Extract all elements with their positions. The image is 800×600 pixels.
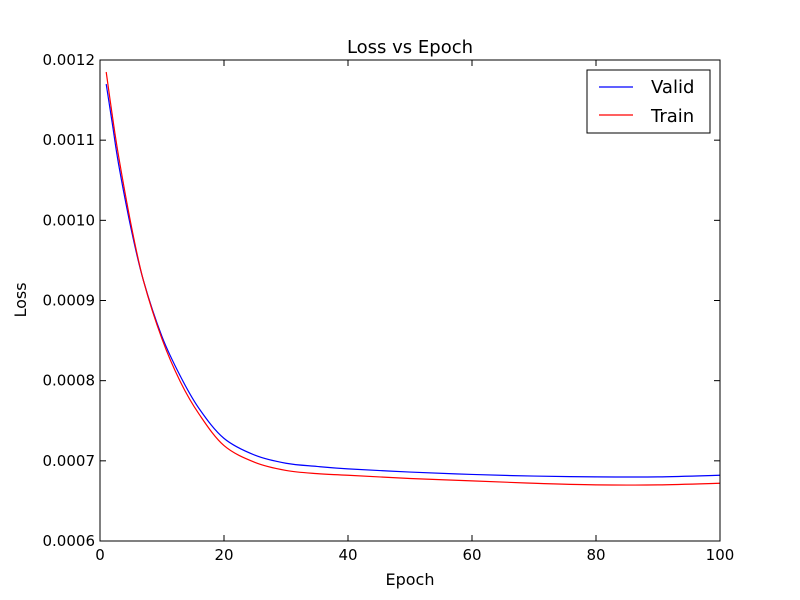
y-tick-label: 0.0009	[43, 292, 96, 310]
legend-label-valid: Valid	[651, 77, 694, 98]
ticks-layer: 0 20 40 60 80 100 0.0006 0.0007 0.0008 0.0009 0.00…	[43, 51, 735, 564]
y-tick-label: 0.0006	[43, 532, 96, 550]
series-line-valid	[105, 83, 721, 478]
x-tick-label: 60	[462, 546, 481, 564]
x-tick-label: 20	[214, 546, 233, 564]
y-axis-label: Loss	[11, 282, 30, 317]
legend-label-train: Train	[650, 106, 694, 127]
x-axis-label: Epoch	[386, 570, 435, 589]
x-tick-label: 100	[706, 546, 735, 564]
chart-title: Loss vs Epoch	[347, 37, 473, 58]
y-tick-label: 0.0008	[43, 372, 96, 390]
y-tick-label: 0.0007	[43, 452, 96, 470]
legend-box	[586, 69, 711, 134]
legend: Valid Train	[586, 69, 711, 134]
y-tick-label: 0.0012	[43, 51, 96, 69]
series-layer	[105, 71, 721, 486]
x-tick-label: 40	[338, 546, 357, 564]
y-tick-label: 0.0011	[43, 131, 96, 149]
series-line-train	[105, 71, 721, 486]
x-tick-label: 80	[586, 546, 605, 564]
y-tick-label: 0.0010	[43, 211, 96, 229]
x-tick-label: 0	[95, 546, 105, 564]
